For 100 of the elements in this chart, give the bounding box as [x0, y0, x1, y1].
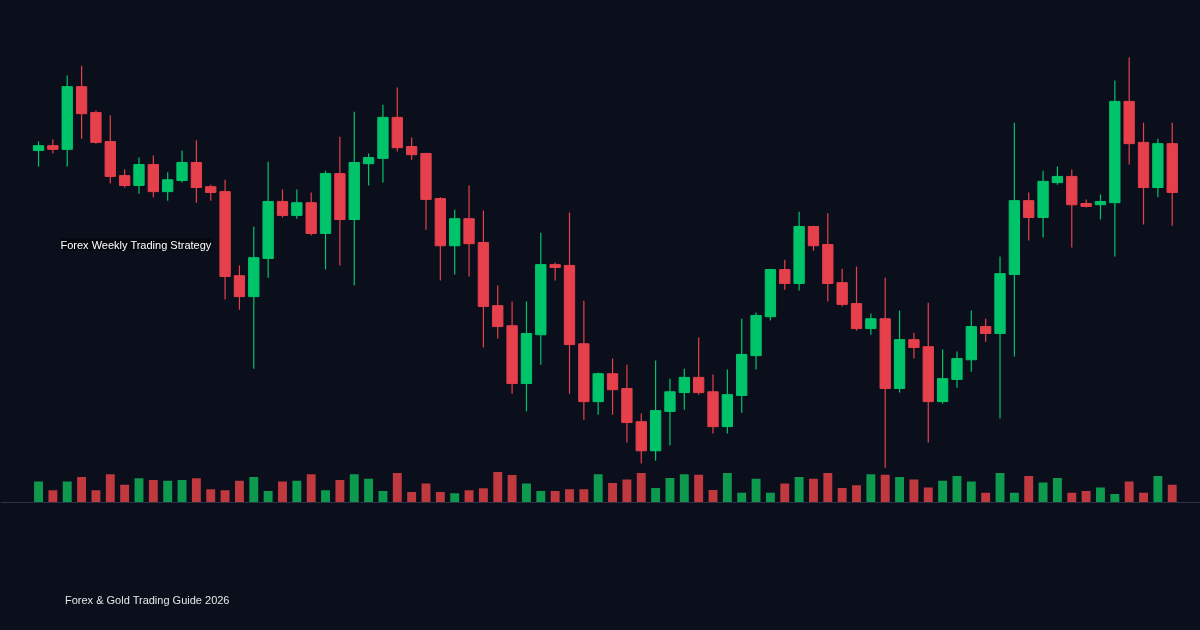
- candlestick: [233, 264, 246, 311]
- bar: [77, 476, 87, 503]
- candlestick: [678, 368, 690, 411]
- candlestick: [606, 357, 619, 416]
- bar: [780, 483, 790, 503]
- bar: [823, 472, 833, 503]
- candlestick: [951, 350, 963, 389]
- bar: [636, 472, 646, 503]
- bar: [105, 474, 115, 503]
- bar: [722, 472, 732, 503]
- candlestick: [133, 156, 145, 195]
- candlestick: [1080, 198, 1092, 209]
- bar: [837, 488, 847, 503]
- bar: [91, 490, 101, 503]
- bar: [163, 480, 173, 503]
- bar: [1067, 492, 1077, 503]
- bar: [1096, 487, 1105, 503]
- candlestick: [779, 259, 791, 291]
- bar: [966, 481, 976, 503]
- candlestick: [362, 152, 375, 187]
- text: Forex Weekly Trading Strategy: [60, 238, 212, 251]
- bar: [349, 474, 359, 503]
- bar: [1009, 492, 1019, 503]
- bar: [938, 480, 948, 503]
- bar: [550, 491, 560, 503]
- candlestick: [865, 312, 877, 336]
- bar: [1124, 481, 1134, 503]
- bar: [220, 490, 230, 503]
- bar: [62, 481, 72, 503]
- candlestick: [1051, 166, 1064, 186]
- bar: [1024, 476, 1034, 503]
- bar: [191, 478, 201, 503]
- candlestick: [664, 378, 676, 447]
- bar: [651, 488, 661, 503]
- bar: [1052, 477, 1062, 503]
- bar: [278, 481, 287, 503]
- candlestick: [118, 168, 131, 189]
- bar: [809, 478, 818, 503]
- bar: [737, 492, 747, 503]
- bar: [866, 474, 876, 503]
- candlestick: [162, 171, 174, 202]
- bar: [450, 493, 460, 503]
- bar: [981, 492, 991, 503]
- bar: [794, 476, 804, 503]
- candlestick: [908, 332, 920, 360]
- candlestick: [276, 188, 289, 219]
- bar: [478, 488, 488, 503]
- bar: [48, 490, 58, 503]
- bar: [852, 485, 861, 503]
- bar: [579, 489, 589, 503]
- candlestick: [549, 261, 561, 282]
- candlestick: [936, 348, 949, 405]
- text: Forex & Gold Trading Guide 2026: [65, 593, 230, 608]
- bar: [335, 480, 345, 503]
- bar: [435, 492, 445, 503]
- bar: [593, 474, 603, 503]
- bar: [206, 489, 216, 503]
- bar: [306, 474, 316, 503]
- bar: [493, 472, 503, 503]
- bar: [34, 481, 43, 503]
- bar: [234, 480, 244, 503]
- bar: [392, 472, 402, 503]
- bar: [694, 474, 704, 503]
- bar: [1110, 493, 1120, 503]
- candlestick: [807, 225, 820, 252]
- bar: [751, 478, 761, 503]
- candlestick: [32, 140, 45, 168]
- bar: [378, 491, 388, 503]
- bar: [880, 474, 890, 503]
- bar: [507, 475, 517, 503]
- bar: [120, 484, 130, 503]
- bar: [565, 489, 574, 503]
- bar: [249, 476, 259, 503]
- candlestick: [176, 150, 188, 184]
- bar: [895, 476, 905, 503]
- candlestick: [47, 138, 59, 155]
- bar: [321, 490, 330, 503]
- candlestick: [836, 268, 848, 308]
- bar: [1153, 476, 1163, 503]
- candlestick: [291, 188, 303, 220]
- candlestick: [1023, 191, 1035, 242]
- candlestick: [405, 136, 418, 161]
- bar: [522, 483, 531, 503]
- candlestick: [492, 284, 504, 340]
- bar: [622, 479, 632, 503]
- bar: [148, 480, 158, 503]
- bar: [263, 491, 273, 503]
- bar: [679, 474, 689, 503]
- candlestick: [980, 318, 992, 343]
- bar: [292, 480, 302, 503]
- candlestick: [1094, 193, 1107, 221]
- bar: [407, 492, 417, 503]
- bar: [1038, 482, 1048, 503]
- bar: [765, 492, 775, 503]
- bar: [1139, 492, 1148, 503]
- bar: [1081, 491, 1091, 503]
- candlestick: [692, 337, 705, 396]
- bar: [608, 483, 617, 503]
- bar: [536, 491, 546, 503]
- bar: [1167, 484, 1177, 503]
